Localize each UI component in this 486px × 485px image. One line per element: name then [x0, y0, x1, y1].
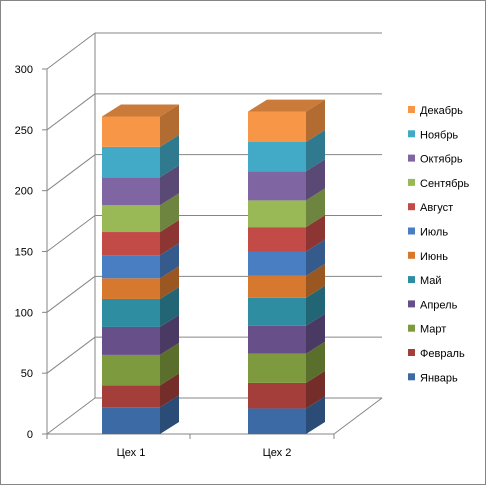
bar-segment-1-7 [102, 255, 160, 279]
bar-side-2-11 [306, 130, 325, 172]
bar-segment-1-6 [102, 278, 160, 299]
floor-right-edge [333, 397, 383, 435]
bar-side-2-9 [306, 188, 325, 228]
y-tick-label: 0 [27, 429, 33, 441]
legend-swatch [408, 349, 415, 356]
bar-side-1-1 [160, 395, 179, 434]
side-wall-gridline [46, 336, 96, 374]
bar-segment-2-5 [248, 297, 306, 326]
bar-side-1-4 [160, 314, 179, 355]
bar-side-2-10 [306, 159, 325, 201]
y-tick-label: 100 [15, 307, 33, 319]
bar-segment-1-8 [102, 232, 160, 256]
bar-side-2-3 [306, 341, 325, 383]
bar-side-2-4 [306, 313, 325, 354]
bar-side-1-12 [160, 104, 179, 147]
bar-top-1 [102, 104, 179, 117]
bar-segment-1-11 [102, 146, 160, 178]
side-wall-gridline [46, 215, 96, 252]
bar-side-1-9 [160, 193, 179, 233]
legend-label: Январь [420, 372, 458, 384]
legend-swatch [408, 251, 415, 259]
bar-segment-2-10 [248, 171, 306, 201]
y-tick-label: 50 [21, 368, 33, 380]
bar-segment-1-9 [102, 205, 160, 233]
y-tick-label: 150 [15, 247, 33, 259]
legend-label: Март [420, 324, 446, 336]
bar-side-1-8 [160, 220, 179, 256]
bar-side-2-8 [306, 215, 325, 252]
legend-label: Апрель [420, 299, 458, 311]
legend-label: Ноябрь [420, 129, 458, 141]
legend-swatch [408, 154, 415, 162]
legend-swatch [408, 106, 415, 113]
legend-swatch [408, 276, 415, 284]
bar-segment-1-1 [102, 407, 160, 434]
bar-segment-2-7 [248, 251, 306, 276]
x-category-label: Цех 1 [117, 447, 146, 459]
bar-side-1-2 [160, 373, 179, 408]
bar-side-2-12 [306, 99, 325, 142]
legend-swatch [408, 300, 415, 308]
bar-side-1-10 [160, 165, 179, 206]
bar-side-1-3 [160, 342, 179, 386]
bar-segment-2-2 [248, 382, 306, 409]
bar-side-1-5 [160, 286, 179, 327]
legend-label: Июнь [420, 251, 448, 263]
legend-swatch [408, 373, 415, 381]
side-wall-gridline [46, 275, 96, 313]
bar-segment-2-4 [248, 325, 306, 354]
bar-segment-2-12 [248, 111, 306, 142]
bar-segment-2-1 [248, 408, 306, 434]
legend-swatch [408, 130, 415, 138]
bar-top-2 [248, 99, 325, 112]
legend-label: Май [420, 275, 442, 287]
bar-segment-2-3 [248, 353, 306, 383]
legend-swatch [408, 203, 415, 211]
bar-segment-1-12 [102, 116, 160, 147]
side-wall-gridline [46, 32, 96, 70]
bar-side-2-5 [306, 285, 325, 326]
y-tick-label: 250 [15, 125, 33, 137]
bar-segment-1-4 [102, 326, 160, 355]
bar-segment-1-10 [102, 177, 160, 206]
bar-segment-2-9 [248, 200, 306, 228]
legend-label: Июль [420, 227, 448, 239]
bar-segment-2-11 [248, 142, 306, 172]
side-wall-gridline [46, 397, 96, 435]
legend-swatch [408, 178, 415, 186]
bar-segment-1-2 [102, 385, 160, 408]
legend-label: Декабрь [420, 105, 463, 117]
y-tick-label: 300 [15, 64, 33, 76]
legend-label: Август [420, 202, 453, 214]
bar-segment-2-6 [248, 275, 306, 298]
bar-side-2-2 [306, 370, 325, 409]
side-wall-gridline [46, 154, 96, 192]
bar-side-1-6 [160, 266, 179, 299]
bar-side-1-7 [160, 243, 179, 279]
bar-segment-2-8 [248, 227, 306, 252]
legend-swatch [408, 227, 415, 235]
bar-side-2-6 [306, 263, 325, 298]
legend-label: Февраль [420, 348, 465, 360]
bar-side-2-1 [306, 396, 325, 434]
legend-label: Октябрь [420, 154, 463, 166]
bar-segment-1-5 [102, 298, 160, 327]
y-tick-label: 200 [15, 186, 33, 198]
side-wall-gridline [46, 93, 96, 131]
bar-segment-1-3 [102, 354, 160, 386]
legend-swatch [408, 324, 415, 332]
bar-side-1-11 [160, 134, 179, 178]
bar-side-2-7 [306, 239, 325, 276]
x-category-label: Цех 2 [263, 447, 292, 459]
legend-label: Сентябрь [420, 178, 470, 190]
